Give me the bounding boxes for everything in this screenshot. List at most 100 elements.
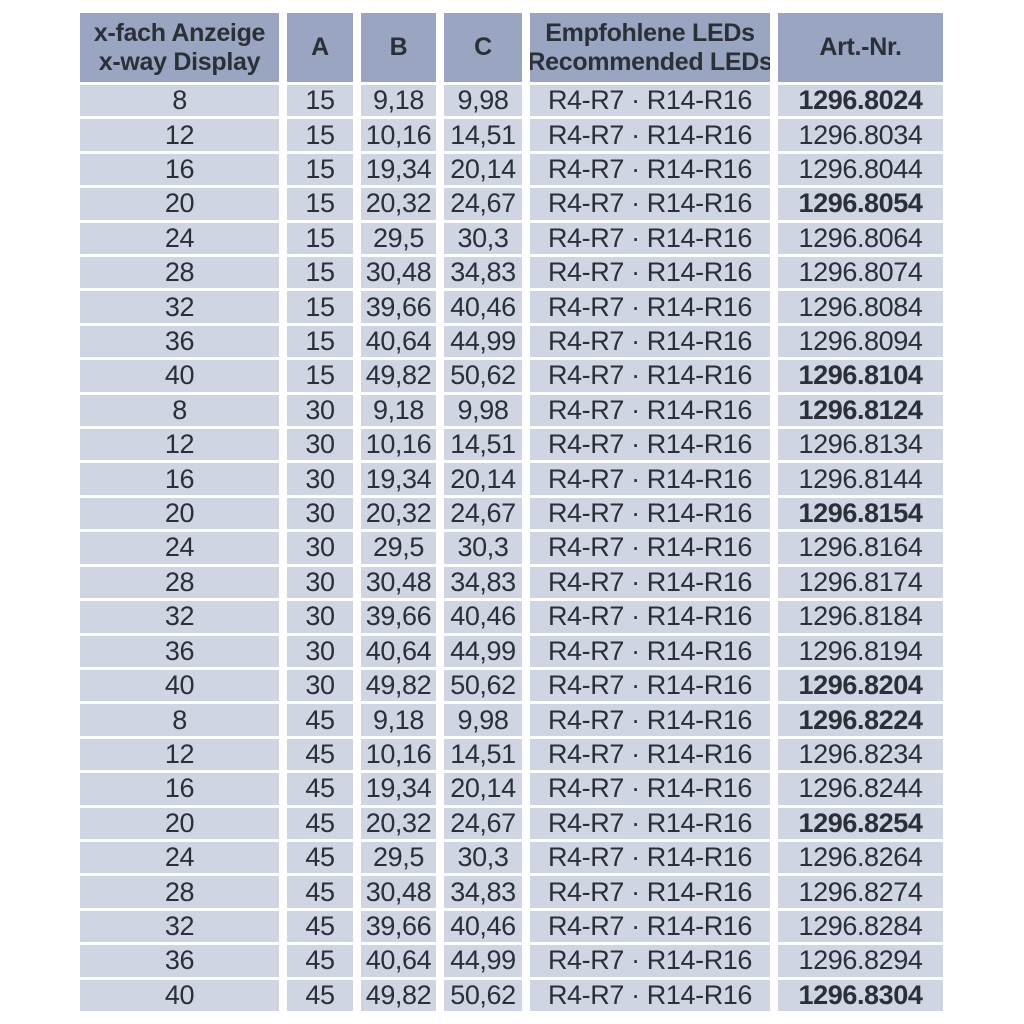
cell-art-nr: 1296.8294	[778, 945, 943, 977]
cell-b: 19,34	[361, 463, 436, 495]
cell-b: 49,82	[361, 360, 436, 392]
header-art-nr-label: Art.-Nr.	[819, 33, 902, 61]
cell-a: 15	[287, 222, 353, 255]
cell-x-way-display: 16	[80, 153, 279, 186]
cell-x-way-display: 32	[80, 291, 279, 323]
cell-b: 20,32	[361, 188, 436, 220]
cell-recommended-leds: R4-R7 · R14-R16	[530, 669, 770, 702]
cell-c: 40,46	[444, 910, 522, 943]
cell-x-way-display: 24	[80, 841, 279, 874]
cell-art-nr: 1296.8054	[778, 188, 943, 220]
cell-b: 20,32	[361, 807, 436, 839]
cell-recommended-leds: R4-R7 · R14-R16	[530, 325, 770, 358]
cell-a: 30	[287, 566, 353, 599]
cell-art-nr: 1296.8084	[778, 291, 943, 323]
cell-art-nr: 1296.8234	[778, 738, 943, 771]
cell-x-way-display: 40	[80, 360, 279, 392]
cell-art-nr: 1296.8064	[778, 222, 943, 255]
cell-c: 34,83	[444, 876, 522, 908]
header-c: C	[444, 13, 522, 82]
cell-recommended-leds: R4-R7 · R14-R16	[530, 119, 770, 151]
cell-art-nr: 1296.8074	[778, 257, 943, 289]
cell-art-nr: 1296.8164	[778, 532, 943, 564]
cell-art-nr: 1296.8124	[778, 394, 943, 427]
cell-b: 30,48	[361, 566, 436, 599]
header-c-label: C	[474, 33, 492, 61]
header-recommended-leds-line2: Recommended LEDs	[530, 47, 770, 76]
cell-x-way-display: 12	[80, 738, 279, 771]
cell-recommended-leds: R4-R7 · R14-R16	[530, 257, 770, 289]
cell-c: 30,3	[444, 222, 522, 255]
cell-recommended-leds: R4-R7 · R14-R16	[530, 291, 770, 323]
cell-b: 9,18	[361, 85, 436, 117]
cell-recommended-leds: R4-R7 · R14-R16	[530, 463, 770, 495]
header-a: A	[287, 13, 353, 82]
cell-recommended-leds: R4-R7 · R14-R16	[530, 635, 770, 667]
cell-b: 49,82	[361, 979, 436, 1011]
cell-c: 20,14	[444, 773, 522, 805]
cell-b: 10,16	[361, 429, 436, 461]
cell-c: 40,46	[444, 601, 522, 633]
cell-recommended-leds: R4-R7 · R14-R16	[530, 910, 770, 943]
cell-c: 9,98	[444, 85, 522, 117]
cell-a: 45	[287, 979, 353, 1011]
cell-b: 39,66	[361, 291, 436, 323]
cell-art-nr: 1296.8184	[778, 601, 943, 633]
cell-recommended-leds: R4-R7 · R14-R16	[530, 394, 770, 427]
cell-b: 30,48	[361, 876, 436, 908]
cell-b: 10,16	[361, 738, 436, 771]
cell-c: 44,99	[444, 325, 522, 358]
cell-b: 29,5	[361, 841, 436, 874]
cell-a: 45	[287, 807, 353, 839]
cell-x-way-display: 36	[80, 635, 279, 667]
cell-x-way-display: 40	[80, 979, 279, 1011]
cell-a: 15	[287, 188, 353, 220]
cell-b: 19,34	[361, 773, 436, 805]
cell-art-nr: 1296.8254	[778, 807, 943, 839]
cell-c: 24,67	[444, 188, 522, 220]
cell-b: 40,64	[361, 635, 436, 667]
cell-x-way-display: 20	[80, 188, 279, 220]
cell-recommended-leds: R4-R7 · R14-R16	[530, 876, 770, 908]
cell-art-nr: 1296.8194	[778, 635, 943, 667]
cell-a: 45	[287, 841, 353, 874]
header-recommended-leds-line1: Empfohlene LEDs	[545, 18, 755, 47]
cell-art-nr: 1296.8044	[778, 153, 943, 186]
cell-recommended-leds: R4-R7 · R14-R16	[530, 807, 770, 839]
led-display-spec-table: x-fach Anzeige x-way Display A B C Empfo…	[80, 13, 943, 1011]
cell-c: 40,46	[444, 291, 522, 323]
cell-x-way-display: 32	[80, 601, 279, 633]
cell-a: 30	[287, 669, 353, 702]
cell-x-way-display: 32	[80, 910, 279, 943]
cell-recommended-leds: R4-R7 · R14-R16	[530, 601, 770, 633]
cell-b: 40,64	[361, 945, 436, 977]
cell-c: 24,67	[444, 807, 522, 839]
cell-a: 30	[287, 635, 353, 667]
cell-b: 20,32	[361, 497, 436, 530]
cell-c: 50,62	[444, 669, 522, 702]
cell-a: 15	[287, 325, 353, 358]
cell-c: 30,3	[444, 841, 522, 874]
cell-recommended-leds: R4-R7 · R14-R16	[530, 979, 770, 1011]
cell-art-nr: 1296.8304	[778, 979, 943, 1011]
cell-x-way-display: 8	[80, 394, 279, 427]
cell-a: 45	[287, 910, 353, 943]
cell-c: 24,67	[444, 497, 522, 530]
header-x-way-display-line2: x-way Display	[98, 47, 261, 76]
cell-a: 45	[287, 704, 353, 736]
cell-art-nr: 1296.8024	[778, 85, 943, 117]
cell-recommended-leds: R4-R7 · R14-R16	[530, 360, 770, 392]
cell-b: 49,82	[361, 669, 436, 702]
cell-recommended-leds: R4-R7 · R14-R16	[530, 85, 770, 117]
cell-art-nr: 1296.8154	[778, 497, 943, 530]
cell-x-way-display: 20	[80, 497, 279, 530]
cell-a: 45	[287, 773, 353, 805]
cell-a: 15	[287, 153, 353, 186]
cell-x-way-display: 20	[80, 807, 279, 839]
cell-c: 44,99	[444, 635, 522, 667]
cell-b: 39,66	[361, 601, 436, 633]
cell-art-nr: 1296.8144	[778, 463, 943, 495]
cell-recommended-leds: R4-R7 · R14-R16	[530, 497, 770, 530]
cell-art-nr: 1296.8034	[778, 119, 943, 151]
cell-b: 30,48	[361, 257, 436, 289]
